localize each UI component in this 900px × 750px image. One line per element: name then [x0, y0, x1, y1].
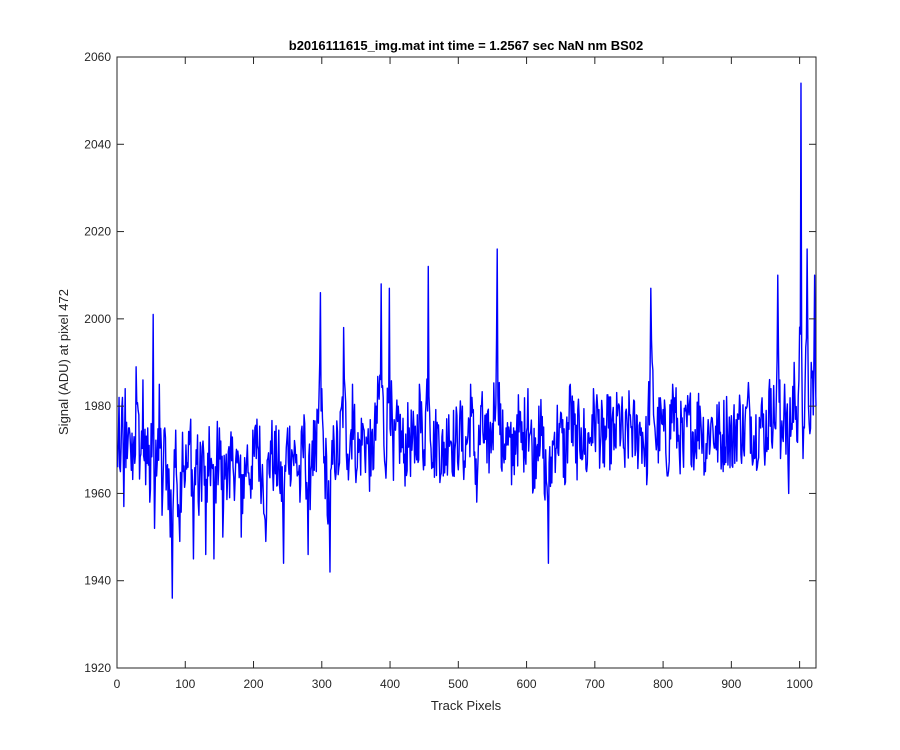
chart-title: b2016111615_img.mat int time = 1.2567 se…	[289, 38, 643, 53]
plot-area	[116, 56, 817, 669]
series-layer	[116, 82, 817, 599]
y-tick-label: 1980	[84, 399, 111, 413]
x-tick-label: 800	[653, 677, 673, 691]
y-tick-label: 2060	[84, 50, 111, 64]
x-tick-label: 0	[114, 677, 121, 691]
x-tick-label: 1000	[786, 677, 813, 691]
x-tick-label: 600	[517, 677, 537, 691]
x-tick-label: 300	[312, 677, 332, 691]
ticks-layer: 0 100 200 300 400 500 600 700 800 900 1000 1920 1940…	[84, 50, 816, 691]
y-tick-label: 1920	[84, 661, 111, 675]
x-tick-label: 900	[721, 677, 741, 691]
x-tick-label: 200	[244, 677, 264, 691]
y-tick-label: 1960	[84, 486, 111, 500]
y-axis-label: Signal (ADU) at pixel 472	[56, 289, 71, 435]
y-tick-label: 2000	[84, 312, 111, 326]
x-tick-label: 400	[380, 677, 400, 691]
y-tick-label: 2040	[84, 137, 111, 151]
y-tick-label: 1940	[84, 574, 111, 588]
x-tick-label: 500	[448, 677, 468, 691]
signal-series-line	[116, 82, 817, 599]
x-axis-label: Track Pixels	[431, 698, 502, 713]
y-tick-label: 2020	[84, 225, 111, 239]
x-tick-label: 100	[175, 677, 195, 691]
x-tick-label: 700	[585, 677, 605, 691]
